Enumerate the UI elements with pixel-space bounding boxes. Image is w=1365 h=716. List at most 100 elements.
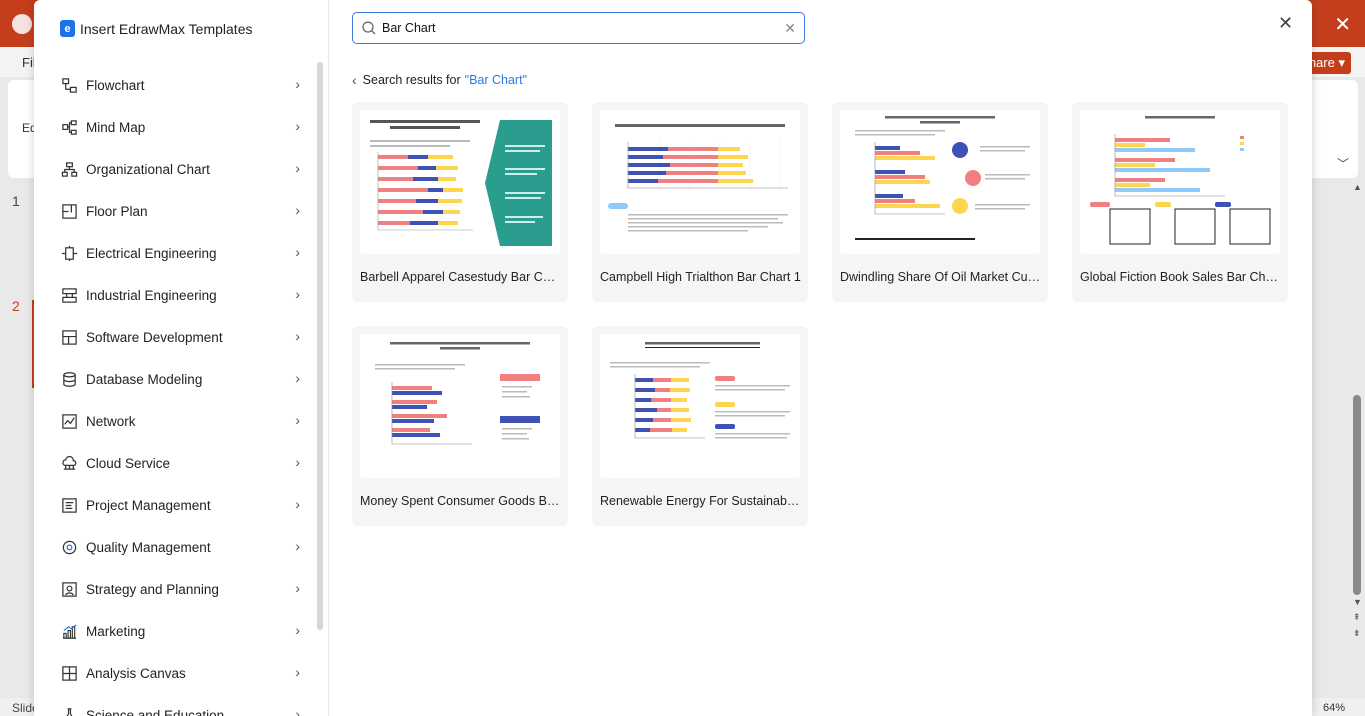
host-prev-slide-icon[interactable]: ⇞ <box>1353 612 1361 623</box>
category-item-database-modeling[interactable]: Database Modeling › <box>34 358 314 400</box>
template-thumbnail <box>360 334 560 478</box>
search-box[interactable]: ✕ <box>352 12 805 44</box>
category-label: Analysis Canvas <box>86 666 186 681</box>
template-title: Campbell High Trialthon Bar Chart 1 <box>600 270 802 284</box>
category-label: Database Modeling <box>86 372 202 387</box>
chevron-right-icon: › <box>295 664 300 680</box>
host-slide-number[interactable]: 1 <box>12 193 20 209</box>
template-card[interactable]: Barbell Apparel Casestudy Bar Chart 3 <box>352 102 568 302</box>
chevron-right-icon: › <box>295 538 300 554</box>
category-label: Quality Management <box>86 540 211 555</box>
host-expand-chevron-icon[interactable]: ﹀ <box>1337 155 1349 172</box>
close-dialog-icon[interactable]: ✕ <box>1278 13 1293 34</box>
analysis-icon <box>60 664 78 682</box>
category-item-cloud-service[interactable]: Cloud Service › <box>34 442 314 484</box>
host-share-label: hare <box>1309 55 1335 70</box>
chevron-right-icon: › <box>295 244 300 260</box>
template-thumbnail <box>840 110 1040 254</box>
quality-icon <box>60 538 78 556</box>
category-label: Cloud Service <box>86 456 170 471</box>
template-card[interactable]: Global Fiction Book Sales Bar Chart 2 <box>1072 102 1288 302</box>
chevron-right-icon: › <box>295 160 300 176</box>
category-item-organizational-chart[interactable]: Organizational Chart › <box>34 148 314 190</box>
category-sidebar: e Insert EdrawMax Templates Flowchart › … <box>34 0 329 716</box>
category-label: Flowchart <box>86 78 145 93</box>
template-results-area: ✕ ✕ ‹ Search results for "Bar Chart" <box>330 0 1312 716</box>
chevron-right-icon: › <box>295 76 300 92</box>
template-card[interactable]: Money Spent Consumer Goods Bar Chart <box>352 326 568 526</box>
category-item-flowchart[interactable]: Flowchart › <box>34 64 314 106</box>
category-label: Marketing <box>86 624 145 639</box>
chevron-right-icon: › <box>295 454 300 470</box>
host-scroll-up-icon[interactable]: ▲ <box>1353 182 1362 192</box>
chevron-right-icon: › <box>295 202 300 218</box>
category-label: Strategy and Planning <box>86 582 219 597</box>
floor-plan-icon <box>60 202 78 220</box>
flowchart-icon <box>60 76 78 94</box>
results-query: "Bar Chart" <box>465 73 527 87</box>
template-thumbnail <box>360 110 560 254</box>
back-arrow-icon[interactable]: ‹ <box>352 72 357 88</box>
category-item-marketing[interactable]: Marketing › <box>34 610 314 652</box>
chevron-right-icon: › <box>295 118 300 134</box>
search-icon <box>361 20 377 36</box>
template-title: Barbell Apparel Casestudy Bar Chart 3 <box>360 270 562 284</box>
host-close-icon[interactable]: ✕ <box>1334 12 1351 37</box>
database-icon <box>60 370 78 388</box>
chevron-right-icon: › <box>295 580 300 596</box>
marketing-icon <box>60 622 78 640</box>
category-item-floor-plan[interactable]: Floor Plan › <box>34 190 314 232</box>
category-label: Floor Plan <box>86 204 148 219</box>
dialog-title: Insert EdrawMax Templates <box>80 21 252 37</box>
electrical-icon <box>60 244 78 262</box>
template-card[interactable]: Campbell High Trialthon Bar Chart 1 <box>592 102 808 302</box>
category-label: Industrial Engineering <box>86 288 217 303</box>
clear-search-icon[interactable]: ✕ <box>784 20 796 37</box>
category-label: Science and Education <box>86 708 224 716</box>
category-item-electrical-engineering[interactable]: Electrical Engineering › <box>34 232 314 274</box>
template-title: Global Fiction Book Sales Bar Chart 2 <box>1080 270 1282 284</box>
category-item-network[interactable]: Network › <box>34 400 314 442</box>
template-card[interactable]: Renewable Energy For Sustainable Develop… <box>592 326 808 526</box>
host-scroll-down-icon[interactable]: ▼ <box>1353 597 1362 607</box>
chevron-right-icon: › <box>295 412 300 428</box>
chevron-right-icon: › <box>295 496 300 512</box>
category-label: Network <box>86 414 136 429</box>
category-label: Software Development <box>86 330 223 345</box>
network-icon <box>60 412 78 430</box>
category-label: Project Management <box>86 498 211 513</box>
strategy-icon <box>60 580 78 598</box>
category-item-science-and-education[interactable]: Science and Education › <box>34 694 314 716</box>
category-item-analysis-canvas[interactable]: Analysis Canvas › <box>34 652 314 694</box>
host-slide-number-active[interactable]: 2 <box>12 298 20 314</box>
category-item-mind-map[interactable]: Mind Map › <box>34 106 314 148</box>
search-results-header: ‹ Search results for "Bar Chart" <box>352 72 527 88</box>
chevron-right-icon: › <box>295 706 300 716</box>
category-item-industrial-engineering[interactable]: Industrial Engineering › <box>34 274 314 316</box>
category-item-quality-management[interactable]: Quality Management › <box>34 526 314 568</box>
chevron-right-icon: › <box>295 286 300 302</box>
software-icon <box>60 328 78 346</box>
host-zoom-level[interactable]: 64% <box>1323 702 1345 714</box>
category-label: Mind Map <box>86 120 145 135</box>
insert-templates-dialog: e Insert EdrawMax Templates Flowchart › … <box>34 0 1312 716</box>
template-thumbnail <box>600 110 800 254</box>
template-title: Dwindling Share Of Oil Market Current an… <box>840 270 1042 284</box>
template-card[interactable]: Dwindling Share Of Oil Market Current an… <box>832 102 1048 302</box>
category-item-software-development[interactable]: Software Development › <box>34 316 314 358</box>
search-input[interactable] <box>382 21 772 35</box>
chevron-right-icon: › <box>295 370 300 386</box>
template-thumbnail <box>1080 110 1280 254</box>
industrial-icon <box>60 286 78 304</box>
org-chart-icon <box>60 160 78 178</box>
category-label: Organizational Chart <box>86 162 210 177</box>
chevron-right-icon: › <box>295 328 300 344</box>
template-title: Renewable Energy For Sustainable Develop… <box>600 494 802 508</box>
template-title: Money Spent Consumer Goods Bar Chart <box>360 494 562 508</box>
sidebar-scrollbar[interactable] <box>317 62 323 630</box>
edrawmax-logo-icon: e <box>60 20 75 37</box>
host-scrollbar-thumb[interactable] <box>1353 395 1361 595</box>
category-item-project-management[interactable]: Project Management › <box>34 484 314 526</box>
category-item-strategy-and-planning[interactable]: Strategy and Planning › <box>34 568 314 610</box>
host-next-slide-icon[interactable]: ⇟ <box>1353 628 1361 639</box>
